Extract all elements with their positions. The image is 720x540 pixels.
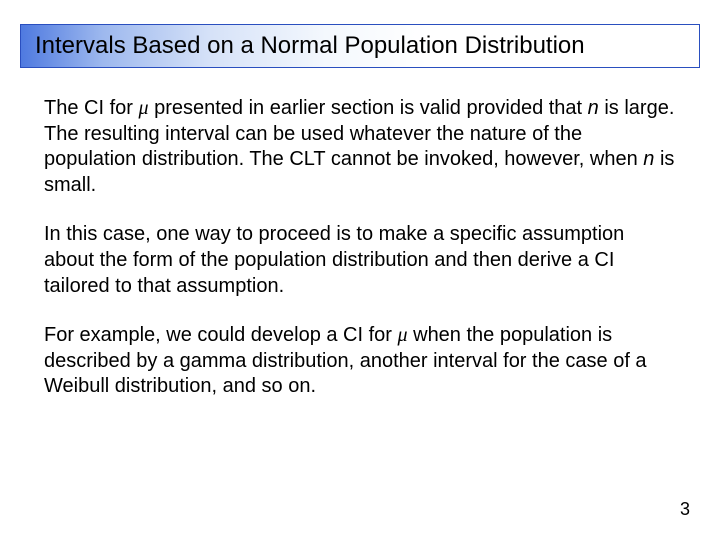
paragraph-2: In this case, one way to proceed is to m… bbox=[44, 222, 676, 299]
mu-symbol-2: μ bbox=[398, 324, 408, 346]
paragraph-1: The CI for μ presented in earlier sectio… bbox=[44, 96, 676, 198]
p3-text-a: For example, we could develop a CI for bbox=[44, 324, 398, 346]
content-area: The CI for μ presented in earlier sectio… bbox=[44, 96, 676, 424]
page-number: 3 bbox=[680, 499, 690, 520]
p1-text-a: The CI for bbox=[44, 97, 138, 119]
mu-symbol: μ bbox=[138, 97, 148, 119]
title-bar: Intervals Based on a Normal Population D… bbox=[20, 24, 700, 68]
n-italic-1: n bbox=[588, 97, 599, 119]
n-italic-2: n bbox=[643, 148, 654, 170]
p1-text-b: presented in earlier section is valid pr… bbox=[149, 97, 588, 119]
paragraph-3: For example, we could develop a CI for μ… bbox=[44, 323, 676, 400]
slide-title: Intervals Based on a Normal Population D… bbox=[35, 32, 585, 60]
